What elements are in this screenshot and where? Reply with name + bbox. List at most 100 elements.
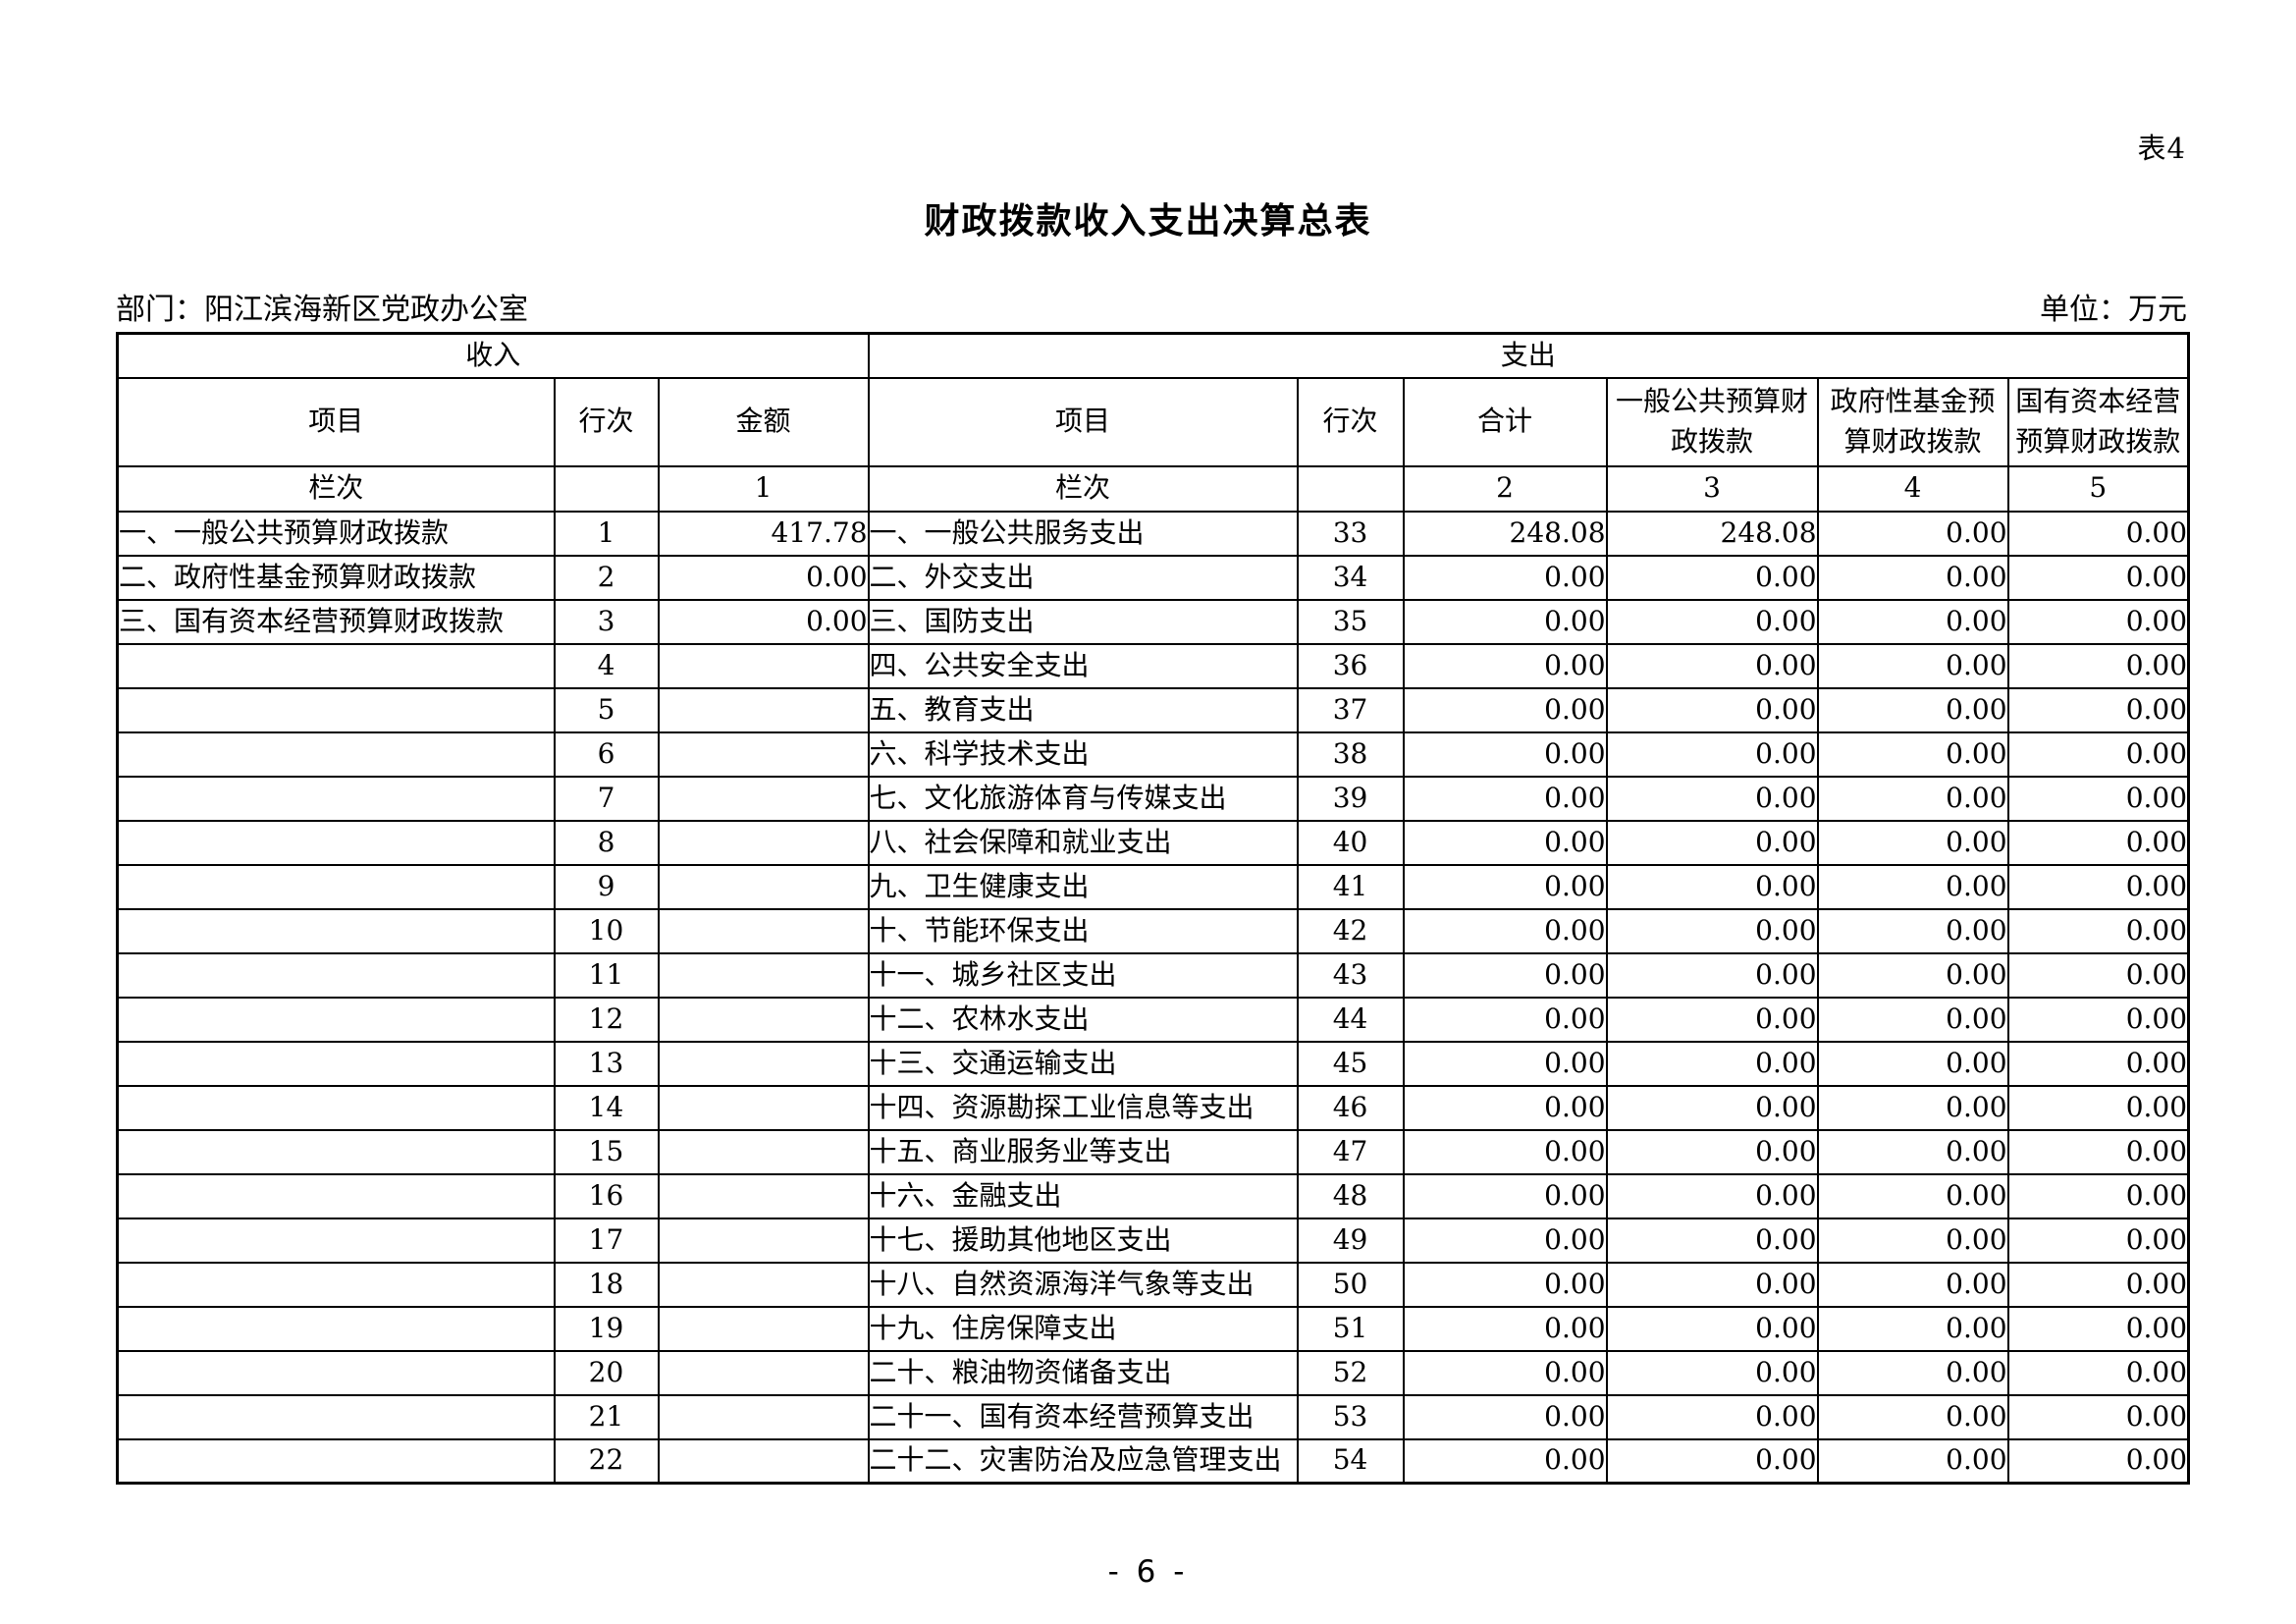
expense-line-cell: 38 (1296, 731, 1405, 778)
table-row: 10 十、节能环保支出 42 0.00 0.00 0.00 0.00 (116, 907, 2190, 954)
gov-fund-amount-cell: 0.00 (1816, 819, 2009, 866)
expense-total-cell: 0.00 (1402, 731, 1608, 778)
table-row: 17 十七、援助其他地区支出 49 0.00 0.00 0.00 0.00 (116, 1217, 2190, 1264)
expense-item-cell: 十二、农林水支出 (867, 996, 1299, 1043)
expense-item-cell: 二、外交支出 (867, 554, 1299, 601)
general-public-amount-cell: 0.00 (1605, 907, 1819, 954)
budget-summary-table: 收入 支出 项目 行次 金额 项目 行次 合计 一般公共预算财政拨款 政府性基金… (116, 332, 2191, 1485)
expense-item-cell: 六、科学技术支出 (867, 731, 1299, 778)
income-amount-cell (657, 1172, 870, 1219)
gov-fund-amount-cell: 0.00 (1816, 775, 2009, 822)
state-capital-amount-cell: 0.00 (2006, 1437, 2190, 1485)
gov-fund-amount-cell: 0.00 (1816, 642, 2009, 689)
income-amount-cell (657, 1349, 870, 1396)
general-public-amount-cell: 0.00 (1605, 686, 1819, 733)
general-public-amount-cell: 0.00 (1605, 1349, 1819, 1396)
income-amount-cell (657, 907, 870, 954)
general-public-amount-cell: 0.00 (1605, 1261, 1819, 1308)
gov-fund-amount-cell: 0.00 (1816, 686, 2009, 733)
gov-fund-amount-cell: 0.00 (1816, 996, 2009, 1043)
income-amount-cell (657, 686, 870, 733)
gov-fund-amount-cell: 0.00 (1816, 863, 2009, 910)
income-item-cell (116, 731, 556, 778)
expense-total-cell: 0.00 (1402, 1261, 1608, 1308)
table-row: 一、一般公共预算财政拨款 1 417.78 一、一般公共服务支出 33 248.… (116, 510, 2190, 557)
gov-fund-amount-cell: 0.00 (1816, 1172, 2009, 1219)
gov-fund-amount-cell: 0.00 (1816, 1128, 2009, 1175)
expense-total-cell: 0.00 (1402, 1172, 1608, 1219)
gov-fund-amount-cell: 0.00 (1816, 598, 2009, 645)
general-public-amount-cell: 0.00 (1605, 996, 1819, 1043)
income-item-cell (116, 1084, 556, 1131)
expense-line-cell: 37 (1296, 686, 1405, 733)
state-capital-amount-cell: 0.00 (2006, 951, 2190, 999)
expense-total-cell: 0.00 (1402, 775, 1608, 822)
income-line-cell: 11 (553, 951, 660, 999)
table-row: 16 十六、金融支出 48 0.00 0.00 0.00 0.00 (116, 1172, 2190, 1219)
income-line-cell: 18 (553, 1261, 660, 1308)
expense-total-cell: 248.08 (1402, 510, 1608, 557)
gov-fund-amount-cell: 0.00 (1816, 1349, 2009, 1396)
general-public-amount-cell: 0.00 (1605, 863, 1819, 910)
page-number: - 6 - (1107, 1554, 1189, 1590)
income-amount-cell (657, 642, 870, 689)
table-row: 18 十八、自然资源海洋气象等支出 50 0.00 0.00 0.00 0.00 (116, 1261, 2190, 1308)
income-amount-cell: 0.00 (657, 554, 870, 601)
income-amount-cell: 417.78 (657, 510, 870, 557)
income-amount-cell (657, 819, 870, 866)
income-amount-cell (657, 951, 870, 999)
state-capital-budget-header: 国有资本经营预算财政拨款 (2006, 376, 2190, 467)
general-public-amount-cell: 0.00 (1605, 1084, 1819, 1131)
expense-line-header: 行次 (1296, 376, 1405, 467)
general-public-amount-cell: 0.00 (1605, 731, 1819, 778)
general-public-amount-cell: 0.00 (1605, 1437, 1819, 1485)
expense-item-cell: 二十、粮油物资储备支出 (867, 1349, 1299, 1396)
income-item-cell (116, 863, 556, 910)
expense-total-cell: 0.00 (1402, 686, 1608, 733)
gov-fund-amount-cell: 0.00 (1816, 951, 2009, 999)
expense-item-cell: 十六、金融支出 (867, 1172, 1299, 1219)
table-row: 二、政府性基金预算财政拨款 2 0.00 二、外交支出 34 0.00 0.00… (116, 554, 2190, 601)
expense-total-cell: 0.00 (1402, 1128, 1608, 1175)
income-line-cell: 17 (553, 1217, 660, 1264)
table-number-tag: 表4 (2137, 132, 2186, 165)
expense-item-cell: 一、一般公共服务支出 (867, 510, 1299, 557)
expense-total-cell: 0.00 (1402, 554, 1608, 601)
table-row: 21 二十一、国有资本经营预算支出 53 0.00 0.00 0.00 0.00 (116, 1393, 2190, 1440)
expense-item-cell: 三、国防支出 (867, 598, 1299, 645)
expense-line-cell: 53 (1296, 1393, 1405, 1440)
expense-line-cell: 48 (1296, 1172, 1405, 1219)
income-amount-cell (657, 1128, 870, 1175)
income-column-index-label: 栏次 (116, 464, 556, 513)
expense-item-cell: 十五、商业服务业等支出 (867, 1128, 1299, 1175)
income-line-cell: 21 (553, 1393, 660, 1440)
expense-line-cell: 51 (1296, 1305, 1405, 1352)
general-public-amount-cell: 0.00 (1605, 554, 1819, 601)
income-item-cell (116, 1172, 556, 1219)
page-title: 财政拨款收入支出决算总表 (924, 201, 1372, 242)
income-line-cell: 13 (553, 1040, 660, 1087)
expense-total-index: 2 (1402, 464, 1608, 513)
state-capital-amount-cell: 0.00 (2006, 510, 2190, 557)
expense-item-cell: 十九、住房保障支出 (867, 1305, 1299, 1352)
income-line-cell: 10 (553, 907, 660, 954)
income-item-header: 项目 (116, 376, 556, 467)
gov-fund-amount-cell: 0.00 (1816, 1393, 2009, 1440)
state-capital-amount-cell: 0.00 (2006, 775, 2190, 822)
table-row: 22 二十二、灾害防治及应急管理支出 54 0.00 0.00 0.00 0.0… (116, 1437, 2190, 1485)
expense-line-cell: 42 (1296, 907, 1405, 954)
state-capital-amount-cell: 0.00 (2006, 863, 2190, 910)
income-amount-index: 1 (657, 464, 870, 513)
expense-section-header: 支出 (867, 332, 2190, 379)
general-public-amount-cell: 0.00 (1605, 1128, 1819, 1175)
income-line-header: 行次 (553, 376, 660, 467)
general-public-amount-cell: 0.00 (1605, 819, 1819, 866)
expense-total-cell: 0.00 (1402, 819, 1608, 866)
income-item-cell: 三、国有资本经营预算财政拨款 (116, 598, 556, 645)
income-item-cell (116, 686, 556, 733)
expense-item-cell: 十一、城乡社区支出 (867, 951, 1299, 999)
table-meta-row: 部门：阳江滨海新区党政办公室 单位：万元 (116, 285, 2187, 328)
expense-line-index-blank (1296, 464, 1405, 513)
table-row: 15 十五、商业服务业等支出 47 0.00 0.00 0.00 0.00 (116, 1128, 2190, 1175)
income-amount-cell (657, 1217, 870, 1264)
